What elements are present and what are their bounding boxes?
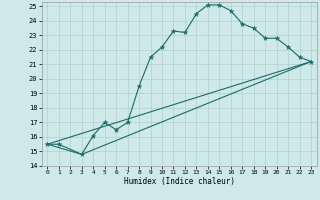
- X-axis label: Humidex (Indice chaleur): Humidex (Indice chaleur): [124, 177, 235, 186]
